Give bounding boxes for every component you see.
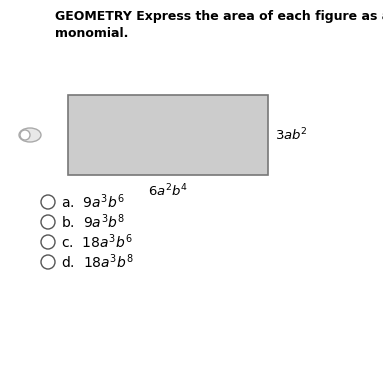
Text: a.  $9a^3b^6$: a. $9a^3b^6$	[61, 193, 125, 211]
Circle shape	[41, 195, 55, 209]
Text: GEOMETRY Express the area of each figure as a: GEOMETRY Express the area of each figure…	[55, 10, 383, 23]
Circle shape	[41, 215, 55, 229]
Ellipse shape	[19, 128, 41, 142]
Bar	[68, 95, 268, 175]
Text: d.  $18a^3b^8$: d. $18a^3b^8$	[61, 253, 134, 271]
Circle shape	[41, 255, 55, 269]
Circle shape	[41, 235, 55, 249]
Text: monomial.: monomial.	[55, 27, 128, 40]
Text: $6a^2b^4$: $6a^2b^4$	[148, 183, 188, 200]
Text: $3ab^2$: $3ab^2$	[275, 127, 308, 143]
Text: b.  $9a^3b^8$: b. $9a^3b^8$	[61, 213, 125, 231]
Text: c.  $18a^3b^6$: c. $18a^3b^6$	[61, 233, 133, 251]
Circle shape	[20, 130, 30, 140]
